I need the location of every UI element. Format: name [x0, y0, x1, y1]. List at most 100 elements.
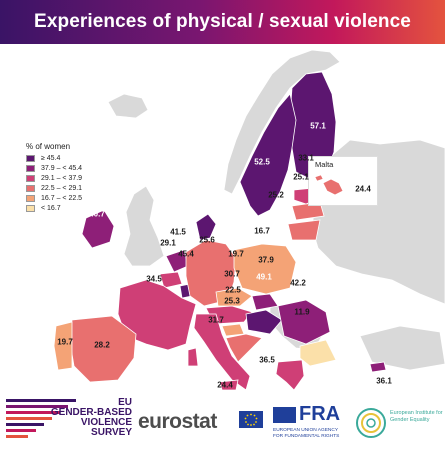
eu-flag-icon	[239, 411, 263, 428]
label-spain: 28.2	[94, 340, 110, 350]
legend-swatch	[26, 184, 35, 192]
label-slovakia: 37.9	[258, 255, 274, 265]
fra-flag-icon	[273, 407, 296, 423]
eige-emblem-icon	[356, 408, 386, 438]
gbv-bar	[6, 435, 28, 438]
label-hungary: 49.1	[256, 272, 272, 282]
map-title: Experiences of physical / sexual violenc…	[34, 11, 411, 32]
region-italy	[193, 313, 251, 391]
legend-swatch	[26, 194, 35, 202]
legend-title: % of women	[26, 142, 71, 151]
region-sicily	[219, 379, 239, 391]
eige-line: European Institute for	[390, 410, 443, 416]
region-poland	[233, 243, 297, 295]
title-banner: Experiences of physical / sexual violenc…	[0, 0, 445, 44]
label-luxembourg: 45.4	[178, 249, 194, 259]
legend-label: 37.9 – < 45.4	[41, 164, 83, 172]
fra-sub-line: EUROPEAN UNION AGENCY	[273, 428, 339, 433]
label-france: 34.5	[146, 274, 162, 284]
label-sweden: 52.5	[254, 157, 270, 167]
europe-map	[53, 49, 445, 391]
map-area: % of women ≥ 45.4 37.9 – < 45.4 29.1 – <…	[0, 44, 445, 394]
label-croatia: 25.3	[224, 296, 240, 306]
legend-label: 22.5 – < 29.1	[41, 184, 83, 192]
eige-line: Gender Equality	[390, 417, 430, 423]
label-malta-offshore: 24.4	[217, 380, 233, 390]
gbv-bar	[6, 417, 52, 420]
region-denmark	[195, 213, 217, 241]
legend-item: ≥ 45.4	[26, 153, 82, 163]
gbv-bar	[6, 429, 36, 432]
gbv-line: GENDER-BASED	[50, 407, 132, 418]
gbv-line: SURVEY	[91, 427, 132, 438]
label-germany: 25.6	[199, 235, 215, 245]
legend-label: ≥ 45.4	[41, 154, 61, 162]
label-belgium: 29.1	[160, 238, 176, 248]
eige-logo: European Institute for Gender Equality	[354, 404, 444, 444]
legend-item: 37.9 – < 45.4	[26, 163, 82, 173]
label-portugal: 19.7	[57, 337, 73, 347]
region-cyprus	[369, 361, 387, 373]
legend-label: 16.7 – < 22.5	[41, 194, 83, 202]
gbv-bar	[6, 411, 60, 414]
gbv-line: VIOLENCE	[80, 417, 132, 428]
eu-stars-icon	[244, 413, 258, 426]
legend-swatch	[26, 204, 35, 212]
gbv-bar	[6, 423, 44, 426]
label-lithuania: 25.2	[268, 190, 284, 200]
label-poland: 16.7	[254, 226, 270, 236]
label-czechia: 19.7	[228, 249, 244, 259]
land-turkey	[359, 325, 445, 371]
label-netherlands: 41.5	[170, 227, 186, 237]
label-austria: 30.7	[224, 269, 240, 279]
fra-sub-line: FOR FUNDAMENTAL RIGHTS	[273, 434, 340, 439]
legend-item: 16.7 – < 22.5	[26, 193, 82, 203]
fra-subtitle: EUROPEAN UNION AGENCY FOR FUNDAMENTAL RI…	[273, 428, 339, 440]
legend-swatch	[26, 174, 35, 182]
legend-label: < 16.7	[41, 204, 61, 212]
gbv-text: EU GENDER-BASED VIOLENCE SURVEY	[51, 398, 132, 438]
land-uk	[123, 185, 165, 267]
region-ireland	[81, 209, 115, 249]
gbv-bars	[6, 399, 76, 441]
fra-logo: FRA EUROPEAN UNION AGENCY FOR FUNDAMENTA…	[270, 402, 355, 442]
gbv-bar	[6, 405, 68, 408]
label-cyprus: 36.1	[376, 376, 392, 386]
legend-item: 29.1 – < 37.9	[26, 173, 82, 183]
region-slovenia	[221, 323, 245, 337]
map-legend: % of women ≥ 45.4 37.9 – < 45.4 29.1 – <…	[26, 142, 82, 213]
region-czechia	[215, 287, 253, 307]
fra-wordmark: FRA	[299, 403, 341, 425]
label-ireland: 40.7	[89, 209, 105, 219]
label-bulgaria: 11.9	[294, 307, 310, 317]
label-estonia: 33.1	[298, 153, 314, 163]
land-norway	[223, 49, 341, 195]
region-greece	[275, 359, 305, 391]
inset-title: Malta	[315, 160, 334, 169]
region-bulgaria	[299, 339, 337, 367]
gbv-survey-logo: EU GENDER-BASED VIOLENCE SURVEY	[6, 397, 132, 443]
label-greece: 36.5	[259, 355, 275, 365]
legend-swatch	[26, 154, 35, 162]
legend-item: 22.5 – < 29.1	[26, 183, 82, 193]
region-sardinia	[187, 347, 199, 367]
eige-text: European Institute for Gender Equality	[390, 410, 443, 424]
gbv-line: EU	[118, 397, 132, 408]
label-italy: 31.7	[208, 315, 224, 325]
region-hungary	[245, 309, 283, 335]
region-belgium	[159, 271, 183, 289]
label-denmark: 47.5	[198, 184, 214, 194]
gbv-bar	[6, 399, 76, 402]
region-lithuania	[287, 219, 321, 241]
region-malta	[322, 178, 344, 196]
label-latvia: 25.1	[293, 172, 309, 182]
inset-value-label: 24.4	[355, 184, 371, 194]
legend-swatch	[26, 164, 35, 172]
label-finland: 57.1	[310, 121, 326, 131]
eurostat-logo: eurostat	[138, 410, 217, 433]
legend-label: 29.1 – < 37.9	[41, 174, 83, 182]
malta-inset-map	[314, 174, 344, 196]
region-portugal	[53, 321, 73, 371]
land-iceland	[107, 93, 149, 119]
region-sweden	[239, 93, 297, 217]
